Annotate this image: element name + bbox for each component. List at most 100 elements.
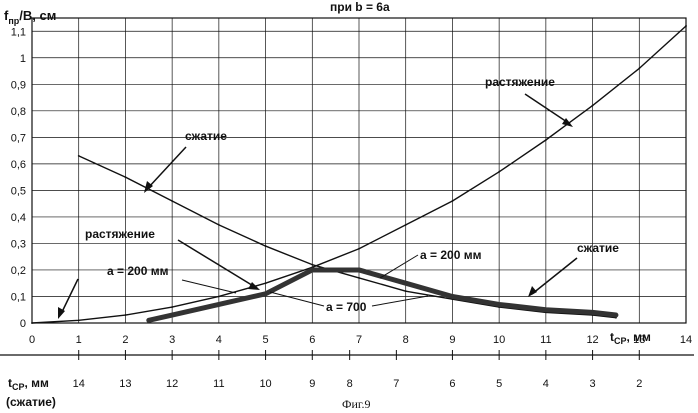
x-tick-label: 2 <box>122 334 128 346</box>
series-point <box>171 200 174 202</box>
y-tick-label: 0 <box>20 318 26 330</box>
x-axis-label: tСР, мм <box>610 330 651 346</box>
annotation-arrow <box>531 257 578 295</box>
series-point <box>124 314 127 316</box>
annotations: растяжение сжатие растяжение a = 200 мм … <box>58 75 619 319</box>
series-point <box>404 223 407 226</box>
y-tick-label: 0,4 <box>11 212 26 224</box>
series-line <box>78 155 617 319</box>
secondary-axis-tick-label: 8 <box>347 378 353 390</box>
annotation-rastyazhenie-left: растяжение <box>85 227 155 241</box>
secondary-axis-tick-label: 12 <box>166 378 178 390</box>
series-point <box>264 292 267 295</box>
series-point <box>404 290 407 293</box>
series-point <box>544 139 547 141</box>
y-tick-label: 0,9 <box>11 79 26 91</box>
secondary-axis-tick-label: 4 <box>543 378 549 390</box>
x-tick-label: 11 <box>540 334 551 346</box>
series-point <box>498 303 501 306</box>
secondary-axis-tick-label: 5 <box>496 378 502 390</box>
annotation-arrowhead <box>528 286 537 297</box>
series-point <box>77 155 80 157</box>
y-tick-label: 0,1 <box>11 291 26 303</box>
secondary-axis-label: tСР, мм <box>8 376 49 392</box>
annotation-a200-right: a = 200 мм <box>420 248 482 262</box>
series-point <box>31 322 33 324</box>
series-point <box>124 176 127 179</box>
series-point <box>77 319 80 322</box>
figure-caption: Фиг.9 <box>342 397 370 411</box>
annotation-a200-left: a = 200 мм <box>107 264 169 278</box>
series-point <box>591 311 594 314</box>
x-tick-label: 14 <box>680 334 692 346</box>
x-tick-label: 0 <box>29 334 35 346</box>
x-tick-label: 10 <box>493 334 505 346</box>
annotation-arrowhead <box>248 282 260 290</box>
x-tick-label: 1 <box>76 334 82 346</box>
x-tick-label: 3 <box>169 334 175 346</box>
annotation-leader <box>181 279 237 294</box>
annotation-arrowhead <box>144 181 153 193</box>
x-tick-label: 6 <box>309 334 315 346</box>
y-tick-label: 0,3 <box>11 238 26 250</box>
series-point <box>264 245 267 247</box>
annotation-leader <box>371 295 429 307</box>
series-point <box>544 308 547 311</box>
y-tick-label: 0,7 <box>11 132 26 144</box>
secondary-axis-tick-label: 11 <box>213 378 224 390</box>
x-tick-label: 5 <box>263 334 269 346</box>
series-point <box>311 269 314 271</box>
annotation-arrow <box>60 278 79 315</box>
x-tick-label: 4 <box>216 334 222 346</box>
series-point <box>451 200 454 202</box>
y-axis-label: fпр/B, см <box>4 8 56 26</box>
secondary-axis-tick-label: 14 <box>73 378 85 390</box>
annotation-leader <box>379 254 419 279</box>
y-tick-label: 0,6 <box>11 159 26 171</box>
series-point <box>358 247 360 250</box>
secondary-axis-tick-label: 9 <box>309 378 315 390</box>
y-tick-label: 1 <box>20 53 26 65</box>
series-point <box>591 104 594 107</box>
annotation-arrowhead <box>58 307 65 319</box>
series-point <box>498 170 501 173</box>
axes: 0 1 2 3 4 5 6 7 8 9 10 11 12 13 1400,10,20,30,40,50,60… <box>0 26 694 390</box>
annotation-a700: a = 700 <box>326 300 367 314</box>
series-point <box>358 269 360 271</box>
series-point <box>404 282 407 285</box>
secondary-axis-tick-label: 3 <box>590 378 596 390</box>
series-point <box>615 314 617 316</box>
y-tick-label: 1,1 <box>11 26 26 38</box>
annotation-rastyazhenie-top: растяжение <box>485 75 555 89</box>
secondary-axis-tick-label: 7 <box>393 378 399 390</box>
annotation-szhatie-left: сжатие <box>185 129 227 143</box>
annotation-arrow <box>524 93 571 125</box>
annotation-arrow <box>147 146 187 189</box>
series-point <box>147 319 150 322</box>
annotation-arrowhead <box>562 118 573 127</box>
x-tick-label: 12 <box>586 334 598 346</box>
series-point <box>171 306 174 308</box>
x-tick-label: 7 <box>356 334 362 346</box>
grid <box>31 17 687 324</box>
annotation-arrow <box>177 239 256 288</box>
series-point <box>264 282 267 285</box>
secondary-axis-tick-label: 2 <box>636 378 642 390</box>
y-tick-label: 0,5 <box>11 185 26 197</box>
chart-title: при b = 6a <box>330 0 390 14</box>
series-point <box>311 263 314 266</box>
y-tick-label: 0,8 <box>11 106 26 118</box>
y-tick-label: 0,2 <box>11 265 26 277</box>
series-point <box>358 277 360 279</box>
secondary-axis-tick-label: 13 <box>119 378 131 390</box>
secondary-axis-tick-label: 10 <box>259 378 271 390</box>
x-tick-label: 9 <box>449 334 455 346</box>
x-tick-label: 8 <box>403 334 409 346</box>
series-point <box>217 223 220 226</box>
series-point <box>171 314 174 316</box>
annotation-szhatie-right: сжатие <box>577 241 619 255</box>
x-tick-label: 13 <box>633 334 645 346</box>
series-point <box>217 303 220 306</box>
secondary-axis-tick-label: 6 <box>449 378 455 390</box>
